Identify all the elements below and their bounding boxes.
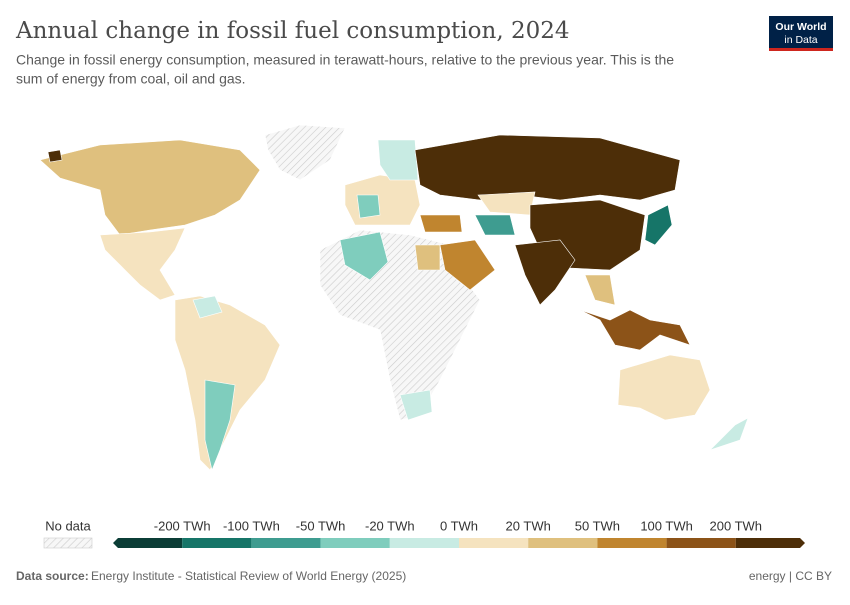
logo-text: Our World (775, 21, 826, 33)
north-america (39, 139, 261, 236)
nordics (377, 139, 419, 181)
kazakhstan (477, 191, 536, 216)
legend-label: 20 TWh (506, 518, 551, 533)
russia (414, 134, 681, 201)
south-america (174, 295, 281, 471)
south-africa (399, 389, 433, 421)
legend-swatch (597, 538, 667, 548)
map (39, 124, 749, 471)
argentina (204, 379, 236, 471)
legend-swatch (113, 538, 183, 548)
legend-swatch (251, 538, 321, 548)
turkey (419, 214, 463, 233)
legend-label: -100 TWh (223, 518, 280, 533)
legend-no-data-swatch (43, 537, 93, 549)
logo[interactable]: Our World in Data (769, 16, 833, 51)
legend-swatch (666, 538, 736, 548)
africa (319, 229, 481, 421)
venezuela (192, 295, 223, 319)
legend-label: -50 TWh (296, 518, 346, 533)
legend: -200 TWh -100 TWh -50 TWh -20 TWh 0 TWh 20 TW… (113, 518, 805, 548)
india (514, 239, 576, 306)
logo-text: in Data (784, 34, 817, 46)
europe (344, 174, 421, 226)
legend-swatch (735, 538, 805, 548)
logo-box (769, 16, 833, 50)
legend-label: 0 TWh (440, 518, 478, 533)
central-asia (474, 214, 516, 236)
legend-label: -200 TWh (154, 518, 211, 533)
legend-swatch (389, 538, 459, 548)
subtitle: Change in fossil energy consumption, mea… (16, 52, 674, 68)
legend-swatch (459, 538, 529, 548)
legend-label: 50 TWh (575, 518, 620, 533)
algeria (339, 231, 389, 281)
legend-swatch (528, 538, 598, 548)
japan (644, 204, 673, 246)
france-germany (356, 194, 381, 219)
saudi-arabia (439, 239, 496, 291)
indonesia (579, 309, 691, 351)
alaska-region (47, 149, 63, 163)
australia (617, 354, 711, 421)
source-label: Data source: (16, 569, 89, 583)
legend-label: 100 TWh (640, 518, 693, 533)
legend-swatch (320, 538, 390, 548)
legend-label: 200 TWh (710, 518, 763, 533)
logo-bar (769, 48, 833, 51)
new-zealand (709, 417, 749, 451)
legend-no-data-label: No data (45, 518, 91, 533)
mexico (99, 227, 186, 301)
egypt (414, 244, 441, 271)
legend-swatch (182, 538, 252, 548)
title: Annual change in fossil fuel consumption… (15, 18, 569, 44)
greenland (264, 124, 346, 181)
legend-label: -20 TWh (365, 518, 415, 533)
license: energy | CC BY (749, 569, 832, 583)
southeast-asia (584, 274, 616, 306)
subtitle: sum of energy from coal, oil and gas. (16, 71, 246, 87)
source: Energy Institute - Statistical Review of… (91, 569, 406, 583)
